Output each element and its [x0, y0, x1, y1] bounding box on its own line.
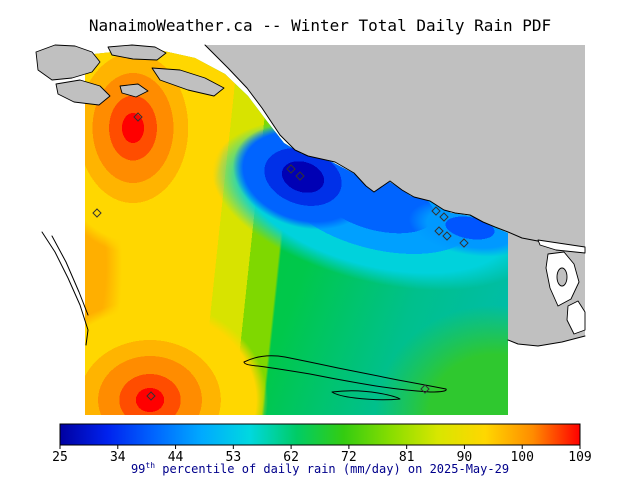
station-marker	[420, 384, 430, 394]
caption-ordinal: th	[145, 461, 156, 470]
mainland	[205, 45, 585, 250]
colorbar-ticks: 25 34 44 53 62 72 81 90 100 109	[52, 445, 592, 465]
coastline-southwest-2	[51, 235, 89, 316]
land-layer	[35, 44, 586, 401]
station-marker	[442, 231, 452, 241]
inlet-island	[556, 267, 568, 287]
field-maximum-north	[85, 48, 225, 253]
station-marker	[286, 164, 296, 174]
colorbar-tick-label: 81	[399, 450, 415, 465]
colorbar-tick-label: 44	[168, 450, 184, 465]
colorbar-tick-label: 25	[52, 450, 68, 465]
station-marker	[295, 171, 305, 181]
station-marker	[133, 112, 143, 122]
inlet	[537, 239, 586, 254]
colorbar-tick-label: 72	[341, 450, 357, 465]
station-marker	[146, 391, 156, 401]
outline-island-long	[243, 355, 447, 393]
colorbar-tick-label: 62	[283, 450, 299, 465]
coastline-north	[204, 44, 586, 251]
colorbar-caption: 99th percentile of daily rain (mm/day) o…	[0, 461, 640, 476]
colorbar-tick-label: 34	[110, 450, 126, 465]
island	[55, 79, 111, 106]
island	[151, 67, 225, 97]
caption-text: percentile of daily rain (mm/day) on 202…	[155, 462, 510, 476]
colorbar-tick-label: 53	[226, 450, 242, 465]
station-marker	[92, 208, 102, 218]
outline-island-small	[331, 390, 401, 401]
station-marker	[459, 238, 469, 248]
coastline-south	[507, 335, 586, 347]
station-marker	[439, 212, 449, 222]
station-marker	[431, 206, 441, 216]
field-maximum-south	[85, 300, 268, 415]
station-markers	[92, 112, 469, 401]
colorbar	[59, 423, 581, 446]
caption-number: 99	[130, 462, 146, 476]
island	[119, 83, 149, 98]
coastline-southwest	[41, 231, 89, 346]
station-marker	[434, 226, 444, 236]
island	[35, 44, 101, 81]
island	[107, 44, 167, 61]
colorbar-tick-label: 90	[457, 450, 473, 465]
field-green-corner	[375, 305, 508, 415]
colorbar-tick-label: 100	[510, 450, 533, 465]
page-title: NanaimoWeather.ca -- Winter Total Daily …	[88, 16, 552, 35]
inlet	[566, 300, 586, 335]
colorbar-tick-label: 109	[568, 450, 591, 465]
